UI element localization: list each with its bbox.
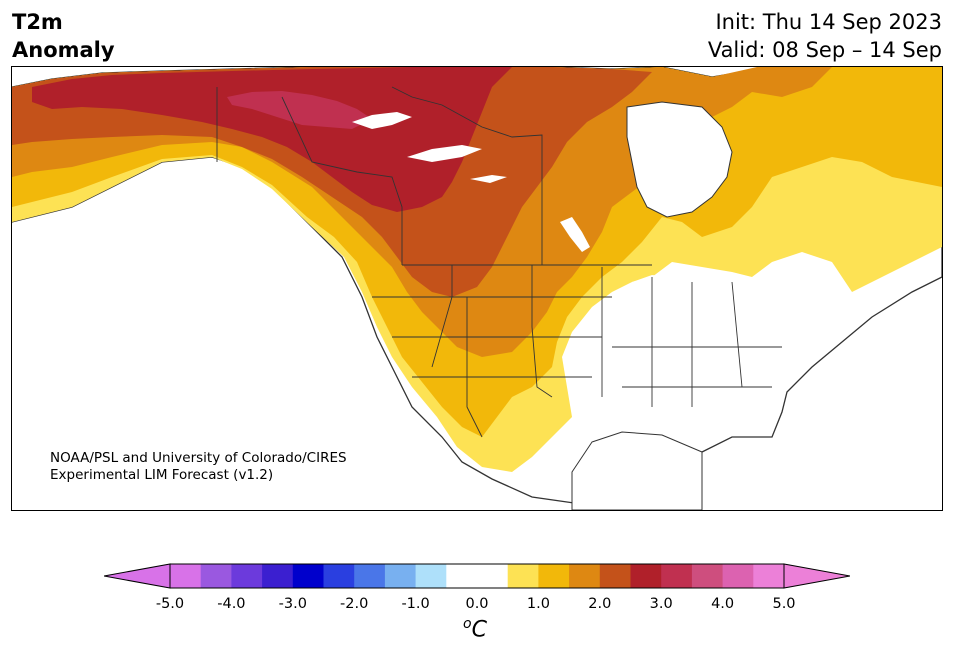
map-title: T2m Anomaly <box>12 8 115 64</box>
colorbar-segment <box>415 564 447 588</box>
colorbar-segment <box>477 564 509 588</box>
colorbar-segment <box>722 564 754 588</box>
colorbar-tick-label: -5.0 <box>155 596 185 612</box>
colorbar-segment <box>292 564 324 588</box>
colorbar-segment <box>691 564 724 588</box>
lake-winnipeg <box>560 217 590 252</box>
colorbar-tick-label: 4.0 <box>711 596 735 612</box>
title-variable: T2m <box>12 10 63 34</box>
colorbar-segment <box>262 564 294 588</box>
colorbar-svg <box>103 563 851 589</box>
colorbar-tick-label: -2.0 <box>340 596 369 612</box>
colorbar-segment <box>323 564 355 588</box>
colorbar-segment <box>170 564 202 588</box>
valid-range: Valid: 08 Sep – 14 Sep <box>707 38 942 62</box>
colorbar-segment <box>354 564 386 588</box>
map-svg: NOAA/PSL and University of Colorado/CIRE… <box>12 67 942 510</box>
colorbar <box>103 563 851 589</box>
credit-text: NOAA/PSL and University of Colorado/CIRE… <box>50 450 347 484</box>
credit-line1: NOAA/PSL and University of Colorado/CIRE… <box>50 450 347 466</box>
colorbar-over-arrow <box>783 563 851 589</box>
colorbar-ticks: -5.0 -4.0 -3.0 -2.0 -1.0 0.0 1.0 2.0 3.0 4.0 5.0 <box>0 596 953 616</box>
colorbar-outline <box>169 563 785 589</box>
anomaly-map: NOAA/PSL and University of Colorado/CIRE… <box>11 66 943 511</box>
colorbar-tick-label: -1.0 <box>401 596 430 612</box>
colorbar-tick-label: 5.0 <box>772 596 796 612</box>
colorbar-segment <box>384 564 417 588</box>
colorbar-tick-label: 1.0 <box>526 596 550 612</box>
lake-great-bear <box>352 112 412 129</box>
colorbar-tick-label: 0.0 <box>465 596 489 612</box>
colorbar-tick-label: -3.0 <box>278 596 307 612</box>
colorbar-under-arrow <box>103 563 171 589</box>
anomaly-contour-2_0 <box>12 67 652 297</box>
colorbar-segment <box>753 564 785 588</box>
colorbar-tick-label: -4.0 <box>217 596 246 612</box>
political-borders <box>216 86 782 438</box>
colorbar-tick-label: 3.0 <box>649 596 673 612</box>
colorbar-segment <box>599 564 631 588</box>
lake-great-slave <box>407 145 482 162</box>
init-date: Init: Thu 14 Sep 2023 <box>715 10 942 34</box>
colorbar-tick-label: 2.0 <box>588 596 612 612</box>
lake-superior <box>632 275 682 289</box>
credit-line2: Experimental LIM Forecast (v1.2) <box>50 467 274 483</box>
colorbar-segment <box>630 564 662 588</box>
forecast-dates: Init: Thu 14 Sep 2023 Valid: 08 Sep – 14… <box>708 8 942 64</box>
lake-athabasca <box>470 175 507 183</box>
unit-degree: o <box>463 616 472 632</box>
gulf-of-mexico <box>571 431 703 510</box>
colorbar-segment <box>231 564 263 588</box>
hudson-bay <box>626 101 733 218</box>
unit-celsius: C <box>471 617 487 643</box>
colorbar-segment <box>661 564 693 588</box>
colorbar-segment <box>507 564 539 588</box>
anomaly-contour-3_0 <box>227 91 372 129</box>
colorbar-segment <box>200 564 232 588</box>
colorbar-unit: oC <box>463 616 487 642</box>
colorbar-segment <box>538 564 570 588</box>
colorbar-segment <box>569 564 601 588</box>
colorbar-segment <box>446 564 478 588</box>
anomaly-contour-2_5 <box>32 67 512 212</box>
title-anomaly: Anomaly <box>12 38 115 62</box>
